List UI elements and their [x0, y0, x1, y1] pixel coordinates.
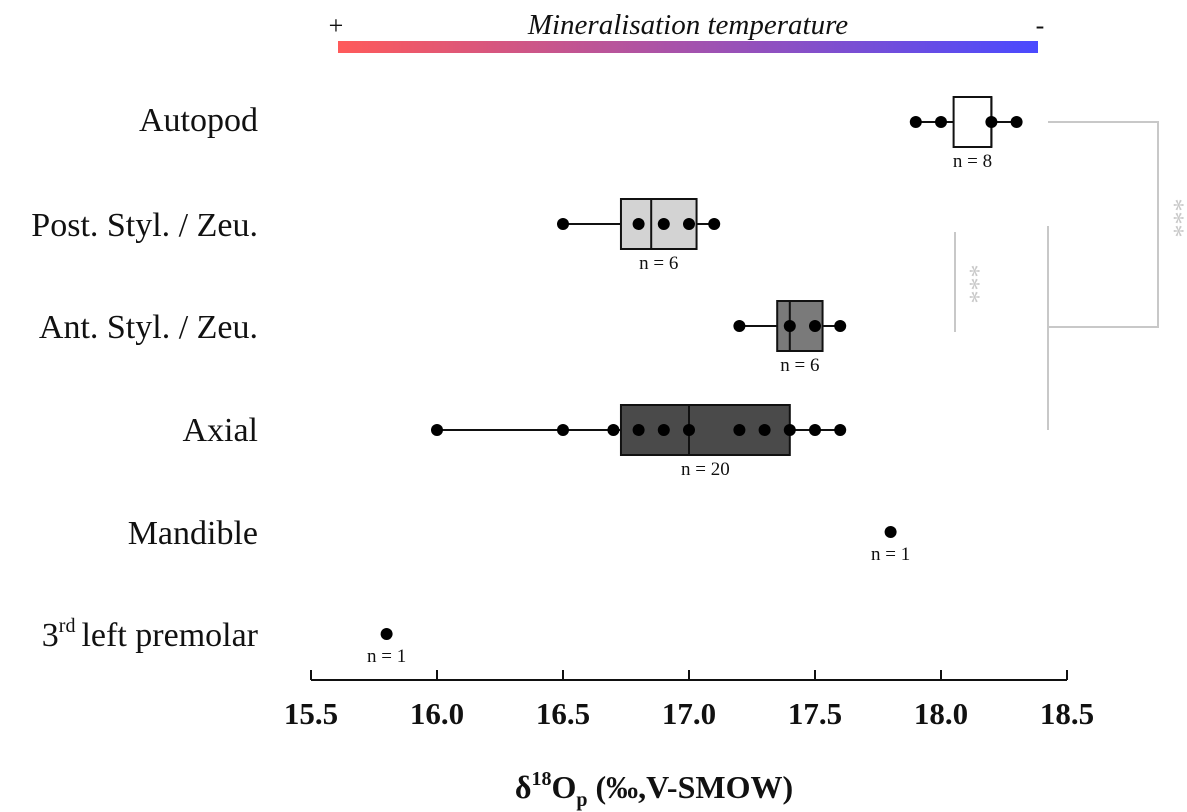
x-label-sup: 18	[532, 768, 552, 790]
x-tick-label: 18.0	[914, 696, 968, 731]
x-tick-label: 15.5	[284, 696, 338, 731]
data-point	[683, 424, 695, 436]
data-point	[657, 424, 670, 436]
x-label-delta: δ	[515, 769, 532, 805]
sample-size-label: n = 6	[780, 355, 819, 376]
data-point	[657, 218, 670, 230]
x-tick-label: 17.5	[788, 696, 842, 731]
data-point	[809, 424, 821, 436]
data-point	[935, 116, 947, 128]
data-point	[683, 218, 695, 230]
temperature-low-sign: -	[1036, 11, 1045, 40]
category-label-ant-styl-zeu: Ant. Styl. / Zeu.	[39, 309, 258, 346]
data-point	[733, 320, 746, 332]
x-label-rest: (‰,V-SMOW)	[588, 769, 794, 805]
significance-brackets: *** ***	[954, 121, 1187, 430]
x-tick-label: 18.5	[1040, 696, 1094, 731]
data-point	[909, 116, 922, 128]
temperature-high-sign: +	[329, 11, 344, 40]
sample-size-label: n = 6	[639, 253, 678, 274]
data-point	[783, 424, 796, 436]
category-labels: Autopod Post. Styl. / Zeu. Ant. Styl. / …	[31, 102, 258, 654]
group-4: n = 1	[871, 526, 910, 565]
category-label-3rd-left-premolar: 3rd left premolar	[42, 615, 259, 654]
data-point	[632, 424, 645, 436]
category-label-axial: Axial	[182, 412, 258, 449]
premolar-label-rest: left premolar	[81, 617, 258, 654]
group-0: n = 8	[909, 96, 1023, 172]
x-tick-label: 16.5	[536, 696, 590, 731]
x-tick-label: 17.0	[662, 696, 716, 731]
data-point	[834, 320, 847, 332]
temperature-bar-title: Mineralisation temperature	[527, 9, 848, 41]
data-point	[783, 320, 796, 332]
data-point	[380, 628, 393, 640]
sample-size-label: n = 20	[681, 459, 730, 480]
data-point	[1010, 116, 1023, 128]
group-2: n = 6	[733, 300, 847, 376]
data-point	[632, 218, 645, 230]
data-point	[557, 424, 569, 436]
sample-size-label: n = 8	[953, 151, 992, 172]
data-point	[809, 320, 821, 332]
group-1: n = 6	[557, 198, 721, 274]
category-label-mandible: Mandible	[128, 515, 258, 552]
data-point	[431, 424, 443, 436]
data-point	[708, 218, 721, 230]
x-label-o: O	[552, 769, 577, 805]
group-3: n = 20	[431, 404, 847, 480]
x-tick-label: 16.0	[410, 696, 464, 731]
group-5: n = 1	[367, 628, 406, 667]
data-point	[733, 424, 746, 436]
sig-mark-autopod-axial: ***	[1160, 199, 1187, 238]
data-point	[758, 424, 771, 436]
plot-marks: n = 8 n = 6 n = 6 n = 20 n = 1 n = 1	[367, 96, 1023, 667]
temperature-gradient-legend: + Mineralisation temperature -	[329, 9, 1045, 53]
data-point	[557, 218, 569, 230]
data-point	[985, 116, 998, 128]
data-point	[834, 424, 847, 436]
premolar-superscript: rd	[59, 615, 76, 637]
x-axis-label: δ18Op (‰,V-SMOW)	[515, 768, 793, 811]
data-point	[607, 424, 620, 436]
category-label-autopod: Autopod	[139, 102, 258, 139]
iqr-box	[619, 404, 791, 456]
sig-mark-styl: ***	[956, 265, 985, 304]
temperature-gradient-bar	[338, 41, 1038, 53]
premolar-prefix: 3	[42, 617, 59, 654]
sample-size-label: n = 1	[871, 544, 910, 565]
x-label-sub: p	[576, 789, 587, 811]
sig-bracket-autopod-axial	[1048, 121, 1159, 328]
sample-size-label: n = 1	[367, 646, 406, 667]
data-point	[884, 526, 897, 538]
category-label-post-styl-zeu: Post. Styl. / Zeu.	[31, 207, 258, 244]
x-axis: 15.5 16.0 16.5 17.0 17.5 18.0 18.5	[284, 670, 1094, 731]
